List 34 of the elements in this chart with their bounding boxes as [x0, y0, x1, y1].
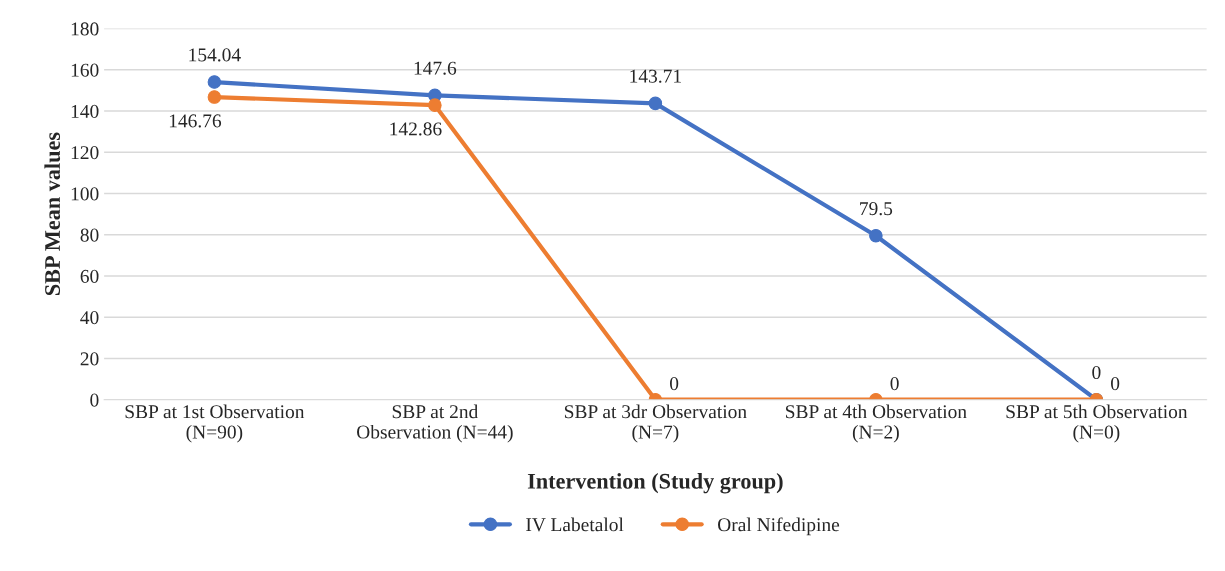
- x-tick-label: SBP at 1st Observation (N=90): [125, 404, 305, 443]
- data-label: 0: [670, 377, 679, 391]
- y-tick-label: 60: [80, 269, 99, 283]
- x-tick-label: SBP at 3dr Observation (N=7): [564, 404, 747, 443]
- y-axis-title: SBP Mean values: [44, 132, 61, 296]
- x-axis-title: Intervention (Study group): [527, 473, 783, 494]
- x-tick-label: SBP at 5th Observation (N=0): [1006, 404, 1188, 443]
- y-tick-label: 120: [71, 146, 99, 160]
- data-label: 0: [890, 377, 899, 391]
- data-label: 143.71: [630, 69, 681, 83]
- y-tick-label: 40: [80, 311, 99, 325]
- point: [207, 75, 222, 89]
- y-tick-label: 180: [71, 22, 99, 36]
- data-label: 147.6: [414, 61, 457, 75]
- x-tick-label: SBP at 2nd Observation (N=44): [357, 404, 513, 443]
- data-label: 146.76: [169, 114, 222, 128]
- x-tick-label: SBP at 4th Observation (N=2): [785, 404, 967, 443]
- point: [869, 229, 883, 243]
- legend-label: IV Labetalol: [526, 517, 624, 532]
- point: [207, 90, 222, 104]
- legend-label: Oral Nifedipine: [718, 517, 840, 536]
- y-tick-label: 160: [71, 63, 99, 77]
- point: [428, 98, 442, 112]
- y-tick-label: 0: [90, 393, 99, 407]
- y-tick-label: 100: [71, 187, 99, 201]
- data-label: 79.5: [860, 202, 893, 216]
- point: [648, 96, 663, 111]
- y-tick-label: 80: [80, 228, 99, 242]
- data-label: 0: [1092, 365, 1101, 380]
- y-tick-label: 140: [71, 104, 99, 118]
- y-tick-label: 20: [80, 352, 99, 366]
- data-label: 142.86: [390, 122, 442, 136]
- data-label: 0: [1111, 377, 1120, 391]
- data-label: 154.04: [189, 48, 241, 62]
